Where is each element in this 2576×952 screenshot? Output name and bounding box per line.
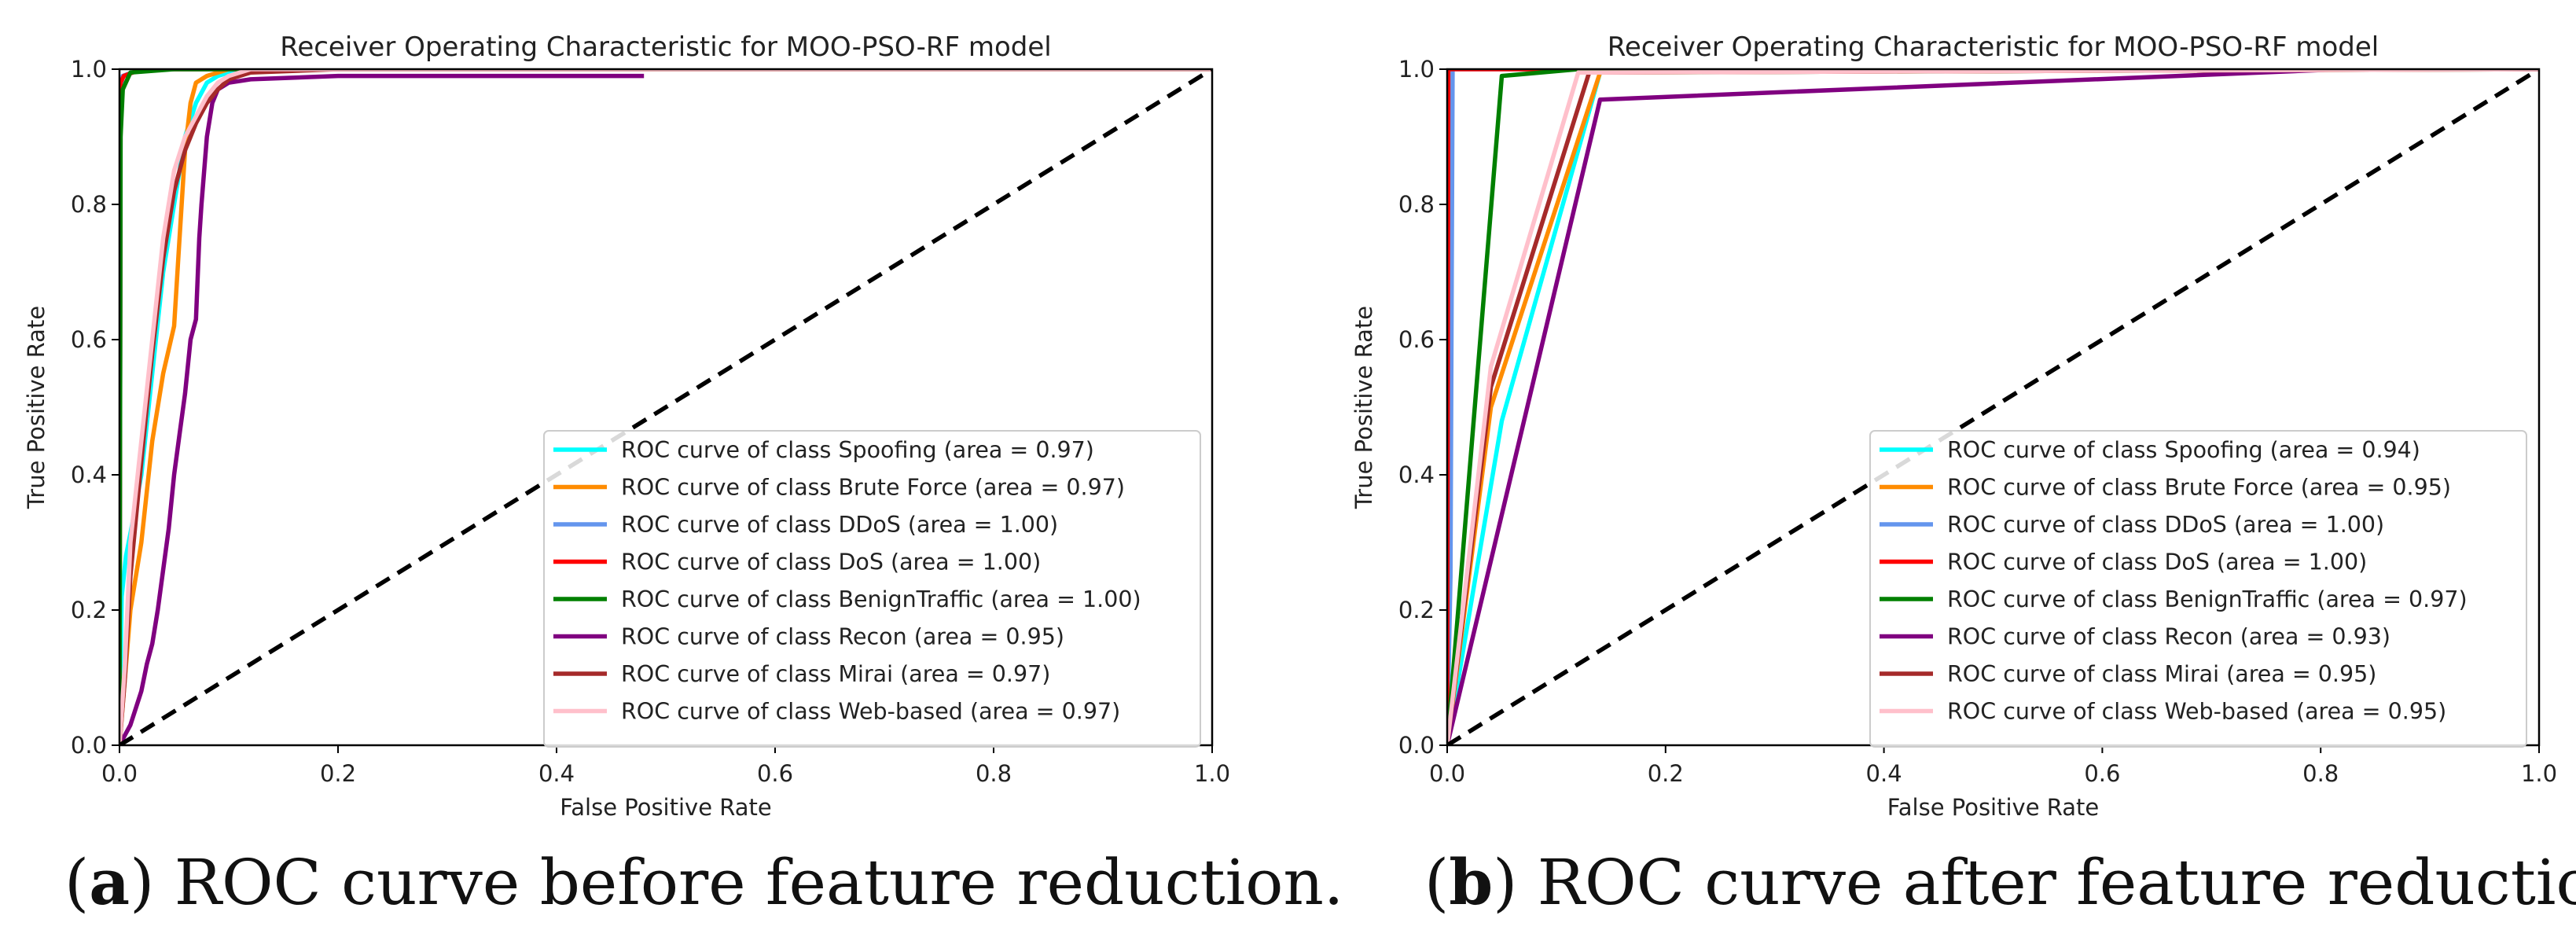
x-tick-label-5: 1.0 <box>1194 760 1230 787</box>
x-tick-label-0: 0.0 <box>1429 760 1465 787</box>
legend-label-1: ROC curve of class Brute Force (area = 0… <box>1947 475 2451 501</box>
x-tick-label-2: 0.4 <box>538 760 575 787</box>
legend-label-5: ROC curve of class Recon (area = 0.93) <box>1947 624 2390 650</box>
y-tick-label-3: 0.6 <box>1398 326 1435 353</box>
x-tick-label-4: 0.8 <box>976 760 1012 787</box>
legend-label-2: ROC curve of class DDoS (area = 1.00) <box>621 512 1058 538</box>
legend-box <box>543 430 1201 748</box>
legend: ROC curve of class Spoofing (area = 0.97… <box>543 430 1201 748</box>
x-tick-label-3: 0.6 <box>757 760 793 787</box>
legend-label-5: ROC curve of class Recon (area = 0.95) <box>621 624 1064 650</box>
caption-a-label: a <box>89 845 130 919</box>
y-axis-label: True Positive Rate <box>1350 306 1377 509</box>
legend-label-4: ROC curve of class BenignTraffic (area =… <box>621 586 1141 612</box>
plot-area <box>1447 69 2539 745</box>
series-line-4 <box>1447 69 2539 745</box>
chart-title: Receiver Operating Characteristic for MO… <box>1608 31 2379 63</box>
y-tick-label-1: 0.2 <box>71 597 107 623</box>
y-tick-label-3: 0.6 <box>71 326 107 353</box>
x-tick-label-4: 0.8 <box>2302 760 2339 787</box>
series-line-4 <box>119 69 1212 745</box>
x-tick-label-0: 0.0 <box>101 760 138 787</box>
caption-a-text: ) ROC curve before feature reduction. <box>130 846 1344 919</box>
y-tick-label-5: 1.0 <box>71 56 107 83</box>
series-line-6 <box>119 69 1212 745</box>
legend-label-0: ROC curve of class Spoofing (area = 0.94… <box>1947 437 2420 463</box>
legend-label-3: ROC curve of class DoS (area = 1.00) <box>1947 550 2367 575</box>
y-tick-label-2: 0.4 <box>1398 461 1435 488</box>
series-line-5 <box>119 73 645 745</box>
legend-label-3: ROC curve of class DoS (area = 1.00) <box>621 550 1041 575</box>
x-axis-label: False Positive Rate <box>1887 794 2100 821</box>
series-line-5 <box>1447 69 2539 745</box>
legend-label-0: ROC curve of class Spoofing (area = 0.97… <box>621 437 1094 463</box>
diagonal-line <box>1447 69 2539 745</box>
x-tick-label-1: 0.2 <box>320 760 356 787</box>
caption-a: (a) ROC curve before feature reduction. <box>64 845 1344 919</box>
x-tick-label-1: 0.2 <box>1648 760 1684 787</box>
roc-chart-b: Receiver Operating Characteristic for MO… <box>1350 31 2557 821</box>
chart-title: Receiver Operating Characteristic for MO… <box>280 31 1052 63</box>
roc-chart-a: Receiver Operating Characteristic for MO… <box>23 31 1230 821</box>
series-line-1 <box>119 69 1212 745</box>
caption-b-label: b <box>1449 845 1494 919</box>
legend-label-2: ROC curve of class DDoS (area = 1.00) <box>1947 512 2384 538</box>
y-tick-label-0: 0.0 <box>1398 732 1435 759</box>
y-tick-label-2: 0.4 <box>71 461 107 488</box>
legend-label-6: ROC curve of class Mirai (area = 0.97) <box>621 661 1050 687</box>
x-tick-label-5: 1.0 <box>2521 760 2557 787</box>
legend-box <box>1869 430 2527 748</box>
legend-label-7: ROC curve of class Web-based (area = 0.9… <box>621 699 1120 725</box>
y-tick-label-5: 1.0 <box>1398 56 1435 83</box>
legend-label-4: ROC curve of class BenignTraffic (area =… <box>1947 586 2468 612</box>
legend-label-6: ROC curve of class Mirai (area = 0.95) <box>1947 661 2376 687</box>
x-tick-label-2: 0.4 <box>1866 760 1902 787</box>
y-axis-label: True Positive Rate <box>23 306 50 509</box>
x-axis-label: False Positive Rate <box>560 794 772 821</box>
y-tick-label-0: 0.0 <box>71 732 107 759</box>
legend-label-7: ROC curve of class Web-based (area = 0.9… <box>1947 699 2446 725</box>
series-line-7 <box>1447 69 2539 745</box>
y-tick-label-4: 0.8 <box>71 191 107 218</box>
series-line-7 <box>119 69 1212 745</box>
legend-label-1: ROC curve of class Brute Force (area = 0… <box>621 475 1125 501</box>
y-tick-label-4: 0.8 <box>1398 191 1435 218</box>
caption-b: (b) ROC curve after feature reduction. <box>1424 851 2576 914</box>
y-tick-label-1: 0.2 <box>1398 597 1435 623</box>
diagonal-line <box>119 69 1212 745</box>
legend: ROC curve of class Spoofing (area = 0.94… <box>1869 430 2527 748</box>
caption-b-text: ) ROC curve after feature reduction. <box>1493 846 2576 919</box>
x-tick-label-3: 0.6 <box>2084 760 2120 787</box>
